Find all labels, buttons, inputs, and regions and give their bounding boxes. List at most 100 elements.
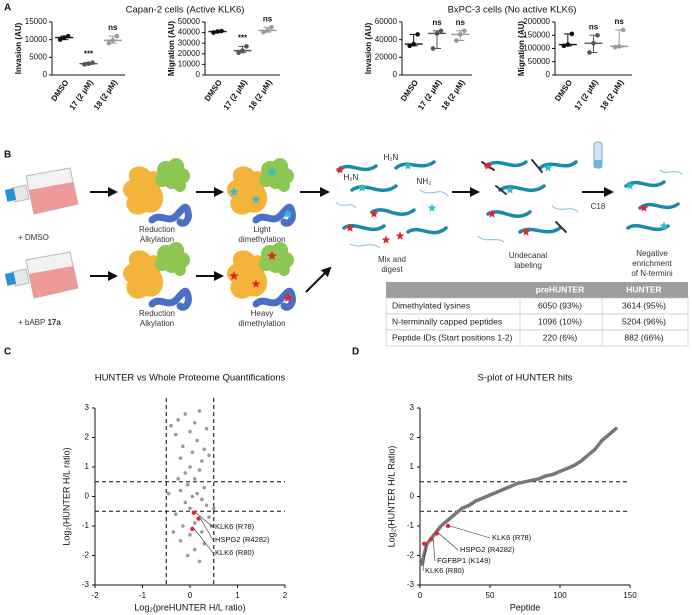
label-star bbox=[251, 279, 261, 288]
leader-line bbox=[438, 533, 459, 551]
step-label: Light bbox=[253, 225, 271, 234]
peptide bbox=[659, 169, 683, 175]
peptide bbox=[336, 164, 378, 172]
y-tick-label: 3 bbox=[410, 403, 415, 412]
protein-group bbox=[226, 158, 296, 227]
label-star bbox=[403, 161, 413, 170]
y-tick-label: 0 bbox=[410, 492, 415, 501]
label-star bbox=[487, 209, 497, 218]
x-tick-label: 1 bbox=[235, 591, 240, 600]
y-tick-label: 1 bbox=[410, 462, 415, 471]
label-star bbox=[335, 165, 345, 174]
data-point bbox=[176, 477, 180, 481]
point-label: KLK6 (R78) bbox=[492, 533, 532, 542]
arrow bbox=[305, 266, 332, 293]
table-cell: 1096 (10%) bbox=[538, 316, 582, 326]
protein-yellow bbox=[122, 166, 164, 215]
flask-cap bbox=[4, 188, 17, 202]
data-point bbox=[422, 541, 427, 546]
x-tick-label: 18 (2 μM) bbox=[247, 78, 274, 112]
y-tick-label: 50000 bbox=[528, 57, 551, 66]
data-point bbox=[183, 471, 188, 475]
y-tick-label: 0 bbox=[85, 492, 90, 501]
x-tick-label: 0 bbox=[188, 591, 193, 600]
significance-label: ns bbox=[108, 23, 118, 32]
table-row bbox=[385, 329, 689, 347]
y-axis-label: Migration (AU) bbox=[517, 21, 526, 76]
x-axis-label: Log₂(preHUNTER H/L ratio) bbox=[134, 602, 245, 612]
protein-blue bbox=[252, 287, 296, 311]
data-point bbox=[110, 38, 116, 43]
data-point bbox=[612, 44, 618, 50]
y-tick-label: 0 bbox=[393, 70, 398, 79]
data-point bbox=[90, 60, 95, 65]
peptide bbox=[531, 159, 543, 173]
y-tick-label: 10000 bbox=[178, 60, 201, 69]
x-axis-label: Peptide bbox=[510, 602, 541, 612]
step-label: Mix and bbox=[378, 255, 406, 264]
data-point bbox=[591, 40, 596, 46]
condition-label: + bABP 17a bbox=[18, 318, 61, 327]
x-tick-label: -2 bbox=[91, 591, 99, 600]
panel-label: A bbox=[4, 3, 11, 14]
data-point bbox=[171, 530, 176, 534]
group-title: BxPC-3 cells (No active KLK6) bbox=[448, 5, 577, 16]
y-tick-label: 100000 bbox=[523, 44, 550, 53]
data-point bbox=[197, 409, 202, 413]
protein-group bbox=[122, 158, 192, 227]
y-tick-label: -1 bbox=[82, 521, 90, 530]
step-label: dimethylation bbox=[238, 235, 285, 244]
step-label: Heavy bbox=[251, 309, 274, 318]
x-tick-label: 18 (2 μM) bbox=[598, 78, 625, 112]
peptide bbox=[370, 208, 416, 216]
step-label: Undecanal bbox=[509, 251, 547, 260]
leader-line bbox=[195, 512, 214, 528]
data-point bbox=[202, 485, 207, 490]
data-point bbox=[458, 32, 463, 37]
data-point bbox=[192, 521, 197, 525]
peptide bbox=[484, 160, 528, 168]
significance-label: *** bbox=[238, 33, 248, 42]
label-star bbox=[357, 183, 367, 192]
protein-green bbox=[174, 264, 186, 276]
data-point bbox=[434, 531, 439, 536]
y-axis-label: Log₂(HUNTER H/L Ratio) bbox=[386, 446, 396, 548]
data-point bbox=[620, 27, 626, 33]
y-tick-label: 30000 bbox=[178, 38, 201, 47]
table-header-bg bbox=[386, 282, 688, 298]
label-star bbox=[251, 195, 261, 204]
table-cell: 882 (66%) bbox=[624, 332, 663, 342]
data-point bbox=[240, 48, 245, 53]
data-point bbox=[438, 28, 444, 34]
label-star bbox=[625, 181, 635, 190]
data-point bbox=[219, 28, 224, 34]
x-tick-label: 18 (2 μM) bbox=[439, 78, 466, 112]
y-tick-label: 1 bbox=[85, 462, 90, 471]
protein-green bbox=[278, 180, 290, 192]
step-label: of N-termini bbox=[631, 269, 673, 278]
data-point bbox=[430, 46, 436, 51]
protein-green bbox=[155, 173, 169, 187]
table-header: HUNTER bbox=[626, 284, 661, 294]
data-point bbox=[166, 491, 171, 496]
data-point bbox=[587, 50, 592, 55]
data-point bbox=[207, 515, 211, 519]
y-tick-label: 40000 bbox=[375, 35, 398, 44]
y-tick-label: 2 bbox=[85, 433, 90, 442]
data-point bbox=[236, 50, 241, 56]
data-point bbox=[188, 533, 192, 537]
step-label: Alkylation bbox=[140, 235, 174, 244]
protein-group bbox=[122, 242, 192, 311]
panel-label: B bbox=[4, 150, 11, 161]
data-point bbox=[265, 28, 270, 33]
condition-label: + DMSO bbox=[18, 233, 49, 242]
data-point bbox=[200, 497, 204, 502]
y-axis-label: Migration (AU) bbox=[167, 21, 176, 76]
data-point bbox=[434, 31, 440, 36]
peptide bbox=[495, 185, 507, 195]
y-tick-label: -3 bbox=[407, 580, 415, 589]
label-star bbox=[639, 203, 649, 212]
data-point bbox=[183, 412, 188, 416]
y-axis-label: Invasion (AU) bbox=[364, 22, 373, 74]
c18-packing bbox=[594, 160, 602, 168]
